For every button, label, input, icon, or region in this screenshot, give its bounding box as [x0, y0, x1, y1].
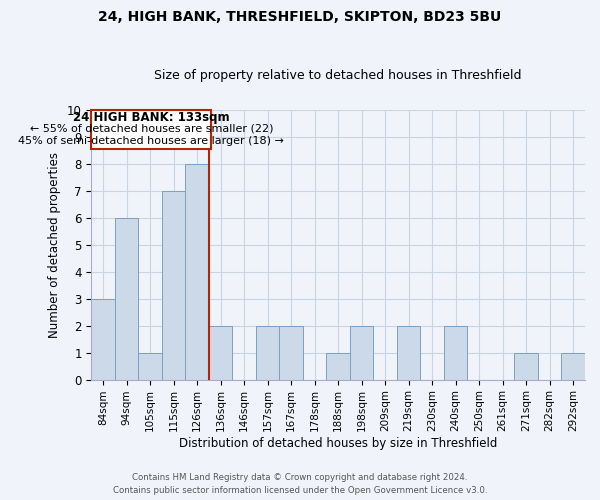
Bar [326, 352, 350, 380]
Bar [444, 326, 467, 380]
Text: ← 55% of detached houses are smaller (22): ← 55% of detached houses are smaller (22… [29, 124, 273, 134]
Bar [115, 218, 139, 380]
Bar [185, 164, 209, 380]
Bar [256, 326, 280, 380]
Title: Size of property relative to detached houses in Threshfield: Size of property relative to detached ho… [154, 69, 522, 82]
Text: 24 HIGH BANK: 133sqm: 24 HIGH BANK: 133sqm [73, 110, 230, 124]
X-axis label: Distribution of detached houses by size in Threshfield: Distribution of detached houses by size … [179, 437, 497, 450]
Y-axis label: Number of detached properties: Number of detached properties [49, 152, 61, 338]
Bar [562, 352, 585, 380]
FancyBboxPatch shape [91, 110, 211, 148]
Text: Contains HM Land Registry data © Crown copyright and database right 2024.
Contai: Contains HM Land Registry data © Crown c… [113, 474, 487, 495]
Bar [280, 326, 303, 380]
Bar [514, 352, 538, 380]
Text: 24, HIGH BANK, THRESHFIELD, SKIPTON, BD23 5BU: 24, HIGH BANK, THRESHFIELD, SKIPTON, BD2… [98, 10, 502, 24]
Text: 45% of semi-detached houses are larger (18) →: 45% of semi-detached houses are larger (… [19, 136, 284, 146]
Bar [209, 326, 232, 380]
Bar [91, 298, 115, 380]
Bar [350, 326, 373, 380]
Bar [397, 326, 421, 380]
Bar [162, 190, 185, 380]
Bar [139, 352, 162, 380]
